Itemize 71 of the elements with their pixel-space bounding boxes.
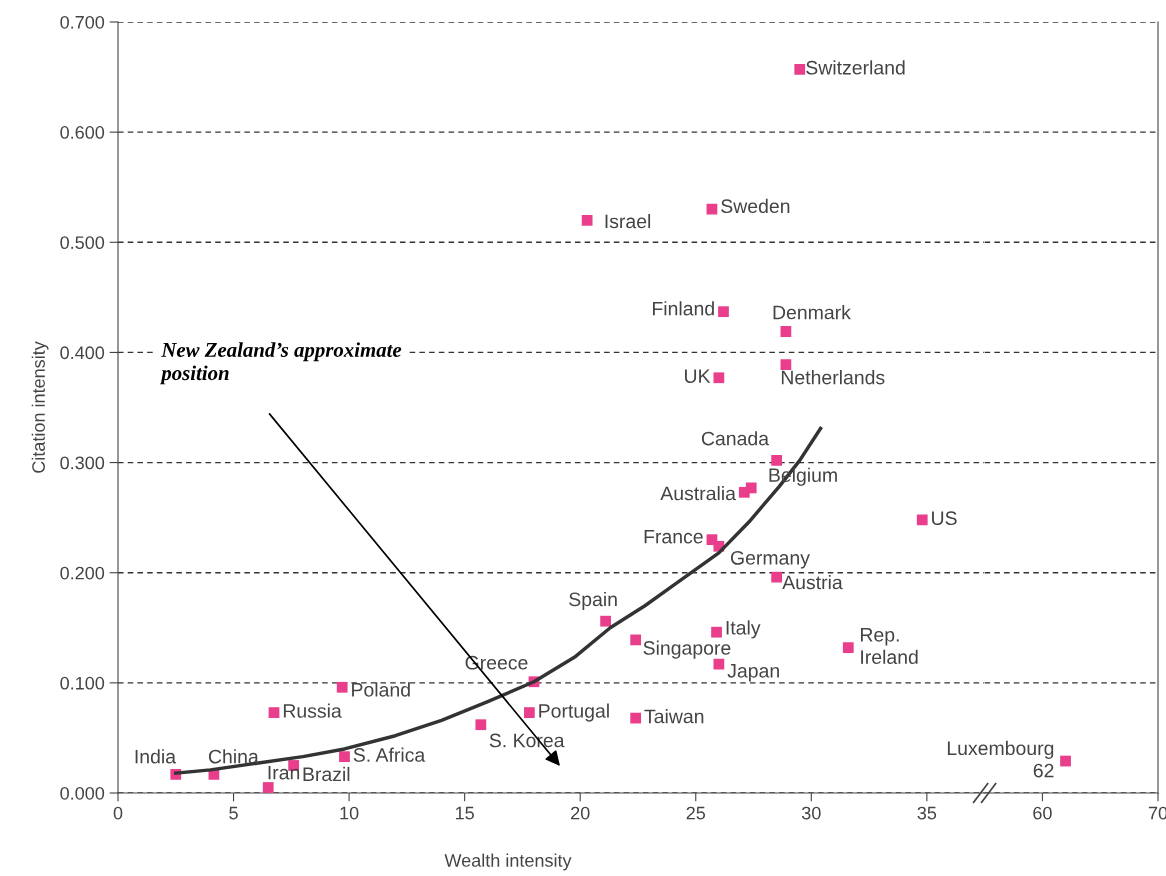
point bbox=[711, 626, 722, 638]
x-tick-label: 60 bbox=[1033, 806, 1052, 820]
annotation: Austria bbox=[782, 575, 843, 590]
annotation: UK bbox=[685, 369, 711, 383]
point bbox=[339, 751, 350, 763]
annotation: New Zealand’s approximate position bbox=[159, 342, 402, 385]
point bbox=[771, 571, 783, 583]
point bbox=[475, 719, 487, 731]
point bbox=[713, 658, 725, 670]
y-tick-label: 0.300 bbox=[60, 456, 105, 470]
point bbox=[268, 707, 280, 718]
point bbox=[842, 642, 854, 653]
annotation: India bbox=[135, 749, 177, 764]
point bbox=[262, 782, 274, 793]
y-tick-label: 0.100 bbox=[60, 676, 105, 690]
annotation: Poland bbox=[352, 682, 410, 697]
annotation: Sweden bbox=[721, 198, 790, 214]
y-tick-label: 0.000 bbox=[60, 786, 105, 800]
annotation: Japan bbox=[727, 664, 779, 682]
annotation: Australia bbox=[660, 486, 736, 501]
annotation: Israel bbox=[605, 213, 651, 229]
point bbox=[745, 482, 757, 494]
x-tick-label: 15 bbox=[455, 806, 474, 820]
x-tick-label: 5 bbox=[229, 806, 238, 820]
point bbox=[630, 634, 642, 646]
x-tick-label: 0 bbox=[113, 806, 123, 820]
point bbox=[600, 615, 611, 627]
annotation: Rep. Ireland bbox=[860, 628, 918, 665]
point bbox=[718, 306, 729, 318]
y-tick-label: 0.700 bbox=[60, 15, 105, 29]
annotation: S. Africa bbox=[353, 747, 426, 762]
annotation: US bbox=[932, 511, 957, 526]
y-tick-label: 0.200 bbox=[60, 566, 105, 580]
x-axis-title: Wealth intensity bbox=[444, 853, 572, 871]
point bbox=[780, 359, 792, 370]
annotation: Switzerland bbox=[806, 60, 905, 75]
point bbox=[794, 63, 806, 75]
point bbox=[713, 372, 725, 384]
point bbox=[523, 707, 535, 718]
y-axis-title: Citation intensity bbox=[31, 341, 49, 473]
x-tick-label: 20 bbox=[571, 806, 590, 820]
annotation: Italy bbox=[726, 620, 761, 639]
point bbox=[630, 712, 642, 724]
annotation: Portugal bbox=[539, 703, 609, 722]
point bbox=[581, 214, 593, 226]
y-tick-label: 0.600 bbox=[60, 126, 105, 139]
annotation: Canada bbox=[701, 431, 770, 446]
annotation: Germany bbox=[730, 550, 810, 569]
annotation: France bbox=[644, 529, 703, 544]
x-tick-label: 10 bbox=[340, 806, 359, 820]
x-tick-label: 30 bbox=[801, 806, 821, 820]
annotation: Singapore bbox=[643, 640, 731, 659]
point bbox=[916, 514, 928, 526]
annotation: Spain bbox=[569, 591, 617, 611]
y-tick-label: 0.400 bbox=[60, 346, 105, 360]
annotation: Luxembourg 62 bbox=[947, 740, 1054, 778]
x-tick-label: 35 bbox=[917, 806, 937, 820]
y-tick-label: 0.500 bbox=[60, 236, 105, 250]
annotation: Iran bbox=[268, 765, 300, 780]
point bbox=[771, 454, 783, 466]
annotation: Russia bbox=[283, 703, 342, 718]
point bbox=[706, 203, 718, 215]
annotation: Brazil bbox=[303, 766, 350, 782]
annotation: China bbox=[208, 749, 259, 764]
annotation: Taiwan bbox=[644, 709, 704, 724]
point bbox=[336, 681, 348, 693]
point bbox=[780, 326, 792, 337]
annotation: Finland bbox=[652, 301, 714, 316]
x-tick-label: 25 bbox=[686, 806, 706, 820]
annotation: Netherlands bbox=[781, 370, 885, 385]
annotation: Denmark bbox=[773, 305, 851, 320]
